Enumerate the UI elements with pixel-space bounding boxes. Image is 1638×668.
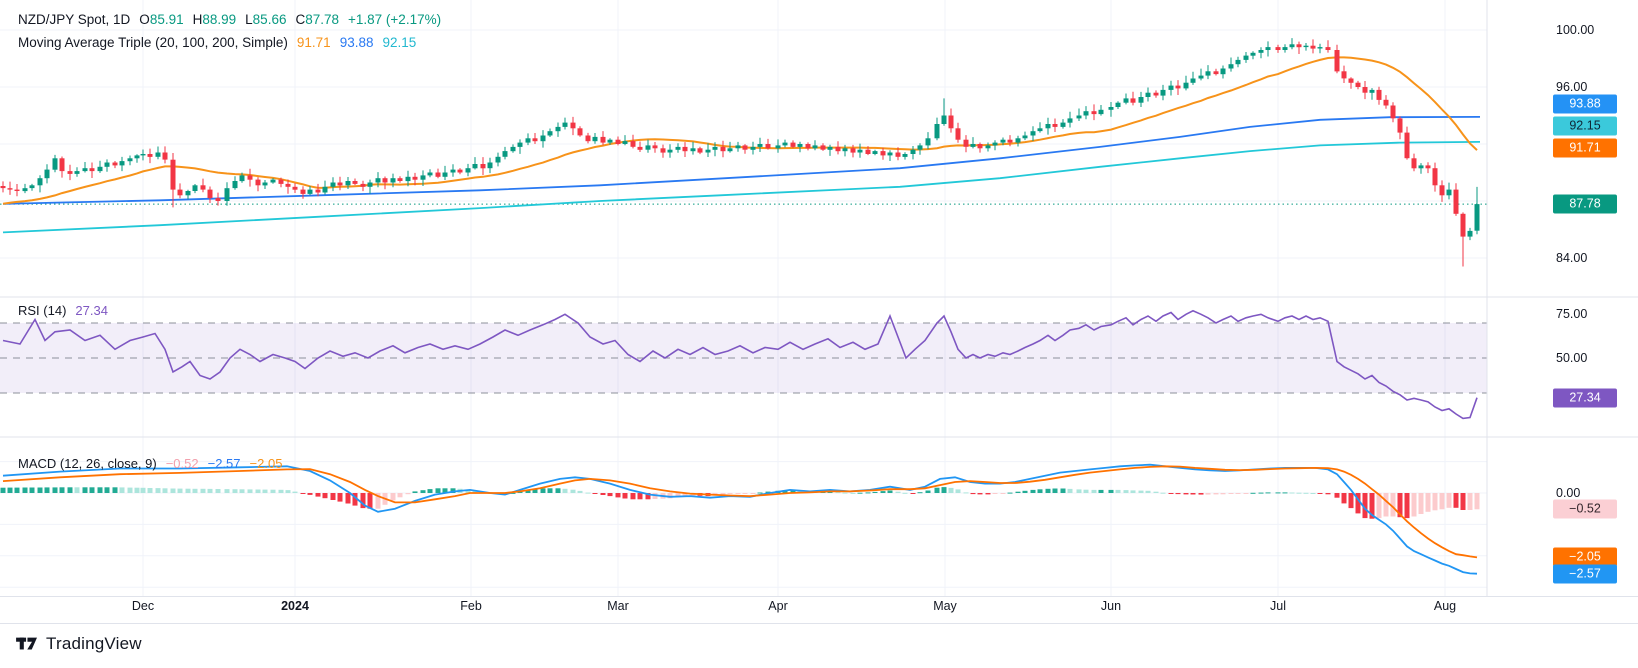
- tradingview-watermark[interactable]: TradingView: [16, 634, 142, 654]
- ma20-badge: 91.71: [1553, 138, 1617, 158]
- ma-legend[interactable]: Moving Average Triple (20, 100, 200, Sim…: [18, 35, 416, 50]
- rsi-value: 27.34: [75, 303, 108, 318]
- last-price-badge: 87.78: [1553, 194, 1617, 214]
- symbol-legend[interactable]: NZD/JPY Spot, 1D O85.91 H88.99 L85.66 C8…: [18, 12, 441, 27]
- macd-line-badge: −2.57: [1553, 564, 1617, 584]
- price-axis-label-100.00: 100.00: [1556, 23, 1595, 37]
- macd-signal-badge: −2.05: [1553, 547, 1617, 567]
- ma100-badge: 93.88: [1553, 94, 1617, 114]
- symbol-title: NZD/JPY Spot, 1D: [18, 12, 131, 27]
- time-axis-label-Jul: Jul: [1270, 599, 1286, 613]
- time-axis-label-2024: 2024: [281, 599, 309, 613]
- ma200-badge: 92.15: [1553, 116, 1617, 136]
- price-axis-label-96.00: 96.00: [1556, 80, 1588, 94]
- macd-hist-badge: −0.52: [1553, 499, 1617, 519]
- time-axis-label-Jun: Jun: [1100, 599, 1122, 613]
- rsi-legend[interactable]: RSI (14) 27.34: [18, 303, 108, 318]
- price-change: +1.87 (+2.17%): [348, 12, 442, 27]
- time-axis-label-Apr: Apr: [768, 599, 788, 613]
- time-axis-label-Feb: Feb: [460, 599, 482, 613]
- tradingview-logo-icon: [16, 637, 37, 650]
- macd-legend-title: MACD (12, 26, close, 9): [18, 456, 157, 471]
- ohlc-close: C87.78: [295, 12, 340, 27]
- macd-signal-value: −2.05: [249, 456, 283, 471]
- ohlc-high: H88.99: [192, 12, 237, 27]
- time-axis-label-Aug: Aug: [1433, 599, 1457, 613]
- ma-legend-title: Moving Average Triple (20, 100, 200, Sim…: [18, 35, 288, 50]
- macd-axis-label-0.00: 0.00: [1556, 486, 1581, 500]
- price-axis-label-84.00: 84.00: [1556, 251, 1588, 265]
- macd-legend[interactable]: MACD (12, 26, close, 9) −0.52 −2.57 −2.0…: [18, 456, 282, 471]
- ma20-value: 91.71: [296, 35, 331, 50]
- rsi-axis-label-50.00: 50.00: [1556, 351, 1588, 365]
- time-axis-label-Mar: Mar: [607, 599, 629, 613]
- rsi-axis-label-75.00: 75.00: [1556, 307, 1588, 322]
- ma200-value: 92.15: [382, 35, 417, 50]
- ohlc-open: O85.91: [139, 12, 184, 27]
- macd-line-value: −2.57: [207, 456, 241, 471]
- rsi-value-badge: 27.34: [1553, 388, 1617, 408]
- ma100-value: 93.88: [339, 35, 374, 50]
- time-axis-label-May: May: [933, 599, 957, 613]
- ohlc-low: L85.66: [245, 12, 287, 27]
- macd-hist-value: −0.52: [165, 456, 199, 471]
- tradingview-watermark-text: TradingView: [46, 634, 142, 653]
- chart-canvas[interactable]: [0, 0, 1638, 622]
- rsi-legend-title: RSI (14): [18, 303, 67, 318]
- time-axis-label-Dec: Dec: [131, 599, 155, 613]
- time-axis[interactable]: [0, 596, 1638, 624]
